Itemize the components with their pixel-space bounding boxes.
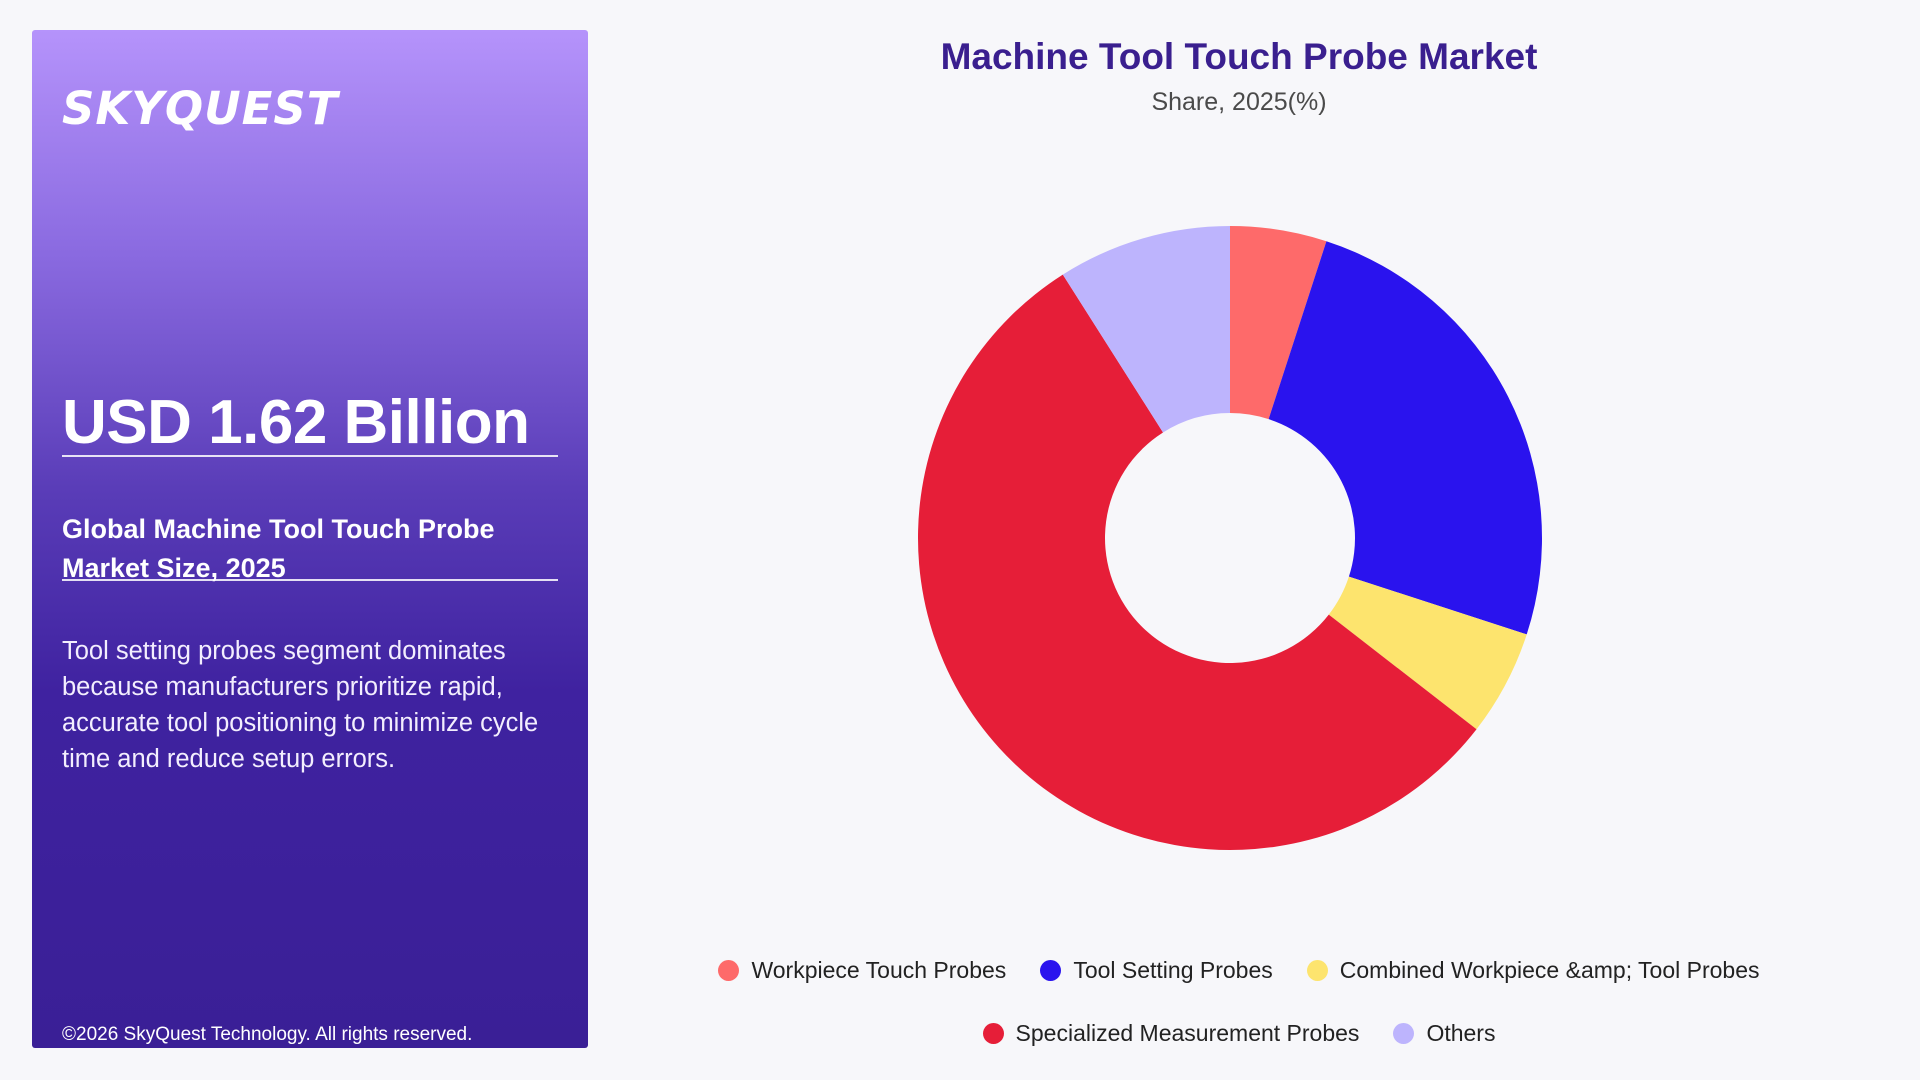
market-size-subtitle: Global Machine Tool Touch Probe Market S…	[62, 514, 495, 583]
legend-swatch	[718, 960, 740, 981]
market-size-headline: USD 1.62 Billion	[62, 388, 530, 457]
legend-label: Specialized Measurement Probes	[1015, 1020, 1360, 1046]
chart-legend-row-1: Workpiece Touch Probes Tool Setting Probe…	[588, 957, 1890, 984]
legend-swatch	[1040, 960, 1062, 981]
legend-item: Tool Setting Probes	[1040, 957, 1273, 984]
chart-subtitle: Share, 2025(%)	[1151, 88, 1327, 116]
chart-legend-row-2: Specialized Measurement Probes Others	[588, 1020, 1890, 1047]
legend-swatch	[1393, 1023, 1415, 1044]
donut-slice-4	[917, 274, 1477, 850]
legend-item: Combined Workpiece &amp; Tool Probes	[1306, 957, 1760, 984]
divider	[62, 455, 558, 457]
chart-title: Machine Tool Touch Probe Market	[940, 36, 1538, 77]
legend-label: Others	[1426, 1020, 1496, 1046]
donut-slice-5	[1062, 226, 1230, 433]
donut-slice-2	[1268, 241, 1542, 635]
legend-item: Specialized Measurement Probes	[982, 1020, 1360, 1047]
summary-panel: SKYQUEST USD 1.62 Billion Global Machine…	[32, 30, 588, 1048]
legend-item: Others	[1393, 1020, 1495, 1047]
legend-swatch	[1306, 960, 1328, 981]
legend-label: Workpiece Touch Probes	[751, 957, 1007, 983]
skyquest-logo: SKYQUEST	[62, 82, 339, 135]
segment-description: Tool setting probes segment dominates be…	[62, 637, 539, 773]
donut-chart	[917, 226, 1542, 850]
donut-slice-3	[1328, 576, 1527, 730]
legend-swatch	[982, 1023, 1004, 1044]
legend-label: Tool Setting Probes	[1073, 957, 1273, 983]
copyright-text: ©2026 SkyQuest Technology. All rights re…	[62, 1024, 473, 1045]
donut-slice-1	[1230, 226, 1327, 420]
legend-label: Combined Workpiece &amp; Tool Probes	[1339, 957, 1760, 983]
divider	[62, 579, 558, 581]
legend-item: Workpiece Touch Probes	[718, 957, 1006, 984]
